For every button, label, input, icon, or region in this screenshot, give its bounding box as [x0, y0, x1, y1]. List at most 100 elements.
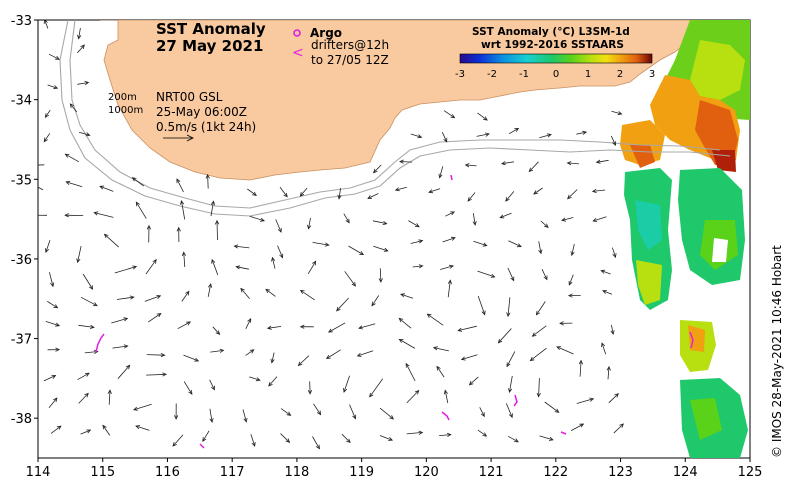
current-arrow: [570, 423, 585, 431]
current-arrow: [307, 260, 317, 275]
current-arrow: [76, 246, 82, 264]
current-arrow: [210, 200, 216, 217]
current-arrow: [181, 251, 187, 268]
current-arrow: [506, 297, 511, 318]
current-arrow: [77, 372, 90, 381]
current-arrow: [242, 409, 248, 423]
drifter-marker-icon: <: [292, 45, 304, 61]
current-arrow: [202, 430, 210, 442]
current-arrow: [50, 425, 62, 434]
current-arrow: [428, 188, 441, 194]
current-arrow: [406, 430, 424, 435]
current-arrow: [47, 301, 59, 309]
current-arrow: [367, 193, 379, 199]
current-vectors: [38, 20, 624, 450]
current-arrow: [144, 295, 162, 302]
current-arrow: [111, 317, 129, 324]
current-arrow: [369, 378, 384, 398]
current-arrow: [477, 112, 488, 121]
current-arrow: [472, 213, 477, 226]
current-arrow: [540, 220, 549, 229]
current-arrow: [468, 376, 479, 386]
current-arrow: [535, 301, 546, 316]
current-arrow: [233, 244, 250, 249]
current-arrow: [442, 236, 456, 243]
colorbar-tick-label: 1: [585, 69, 591, 80]
current-arrow: [505, 403, 513, 419]
current-arrow: [344, 271, 356, 287]
drifters-time: to 27/05 12Z: [311, 53, 389, 67]
current-arrow: [245, 349, 255, 356]
argo-marker-icon: [293, 29, 301, 37]
current-arrow: [601, 342, 607, 355]
current-arrow: [473, 240, 488, 247]
current-arrow: [146, 372, 168, 377]
y-axis: -33 -34 -35 -36 -37 -38: [11, 14, 38, 427]
current-arrow: [443, 110, 456, 119]
colorbar-title-2: wrt 1992-2016 SSTAARS: [481, 39, 624, 51]
current-arrow: [610, 324, 615, 336]
current-arrow: [567, 189, 578, 200]
current-arrow: [476, 132, 490, 137]
x-tick-label: 114: [26, 465, 51, 480]
current-arrow: [114, 265, 138, 274]
credit-text: © IMOS 28-May-2021 10:46 Hobart: [770, 245, 784, 458]
current-arrow: [240, 287, 250, 299]
current-arrow: [235, 265, 249, 270]
current-arrow: [576, 130, 588, 135]
current-arrow: [479, 407, 485, 418]
current-arrow: [312, 242, 330, 247]
current-arrow: [64, 153, 79, 163]
current-arrow: [559, 321, 573, 326]
current-arrow: [277, 245, 284, 259]
current-arrow: [606, 365, 611, 380]
current-arrow: [47, 84, 59, 90]
current-arrow: [602, 290, 613, 295]
title-line2: 27 May 2021: [156, 37, 263, 55]
current-arrow: [447, 279, 452, 298]
current-arrow: [399, 159, 413, 164]
x-tick-label: 117: [220, 465, 245, 480]
current-arrow: [436, 365, 445, 378]
current-arrow: [539, 133, 552, 139]
colorbar-ticks: -3 -2 -1 0 1 2 3: [455, 69, 655, 80]
current-arrow: [275, 219, 282, 233]
current-arrow: [358, 323, 376, 330]
current-arrow: [410, 239, 424, 244]
current-arrow: [271, 256, 276, 269]
current-arrow: [131, 177, 144, 187]
currents-time: 25-May 06:00Z: [156, 105, 247, 119]
colorbar: [459, 53, 653, 64]
currents-scale: 0.5m/s (1kt 24h): [156, 120, 256, 134]
current-arrow: [250, 434, 256, 447]
y-tick-label: -37: [11, 333, 32, 348]
current-arrow: [328, 322, 346, 333]
current-arrow: [405, 362, 416, 382]
current-arrow: [406, 389, 420, 404]
current-arrow: [268, 376, 278, 387]
current-arrow: [133, 403, 152, 411]
current-arrow: [210, 348, 225, 353]
drifter-tracks: [95, 174, 694, 449]
current-arrow: [349, 404, 357, 420]
current-arrow: [280, 433, 291, 443]
x-tick-label: 115: [90, 465, 115, 480]
y-tick-label: -35: [11, 173, 32, 188]
current-arrow: [410, 133, 423, 139]
current-arrow: [477, 295, 486, 316]
current-arrow: [400, 293, 414, 299]
current-arrow: [117, 364, 131, 379]
current-arrow: [372, 220, 388, 226]
current-arrow: [43, 20, 49, 29]
current-arrow: [43, 133, 51, 143]
colorbar-tick-label: 2: [617, 69, 623, 80]
x-tick-label: 122: [543, 465, 568, 480]
x-tick-label: 116: [155, 465, 180, 480]
current-arrow: [608, 393, 619, 404]
current-arrow: [337, 188, 342, 200]
y-tick-label: -36: [11, 253, 32, 268]
current-arrow: [501, 161, 514, 166]
current-arrow: [207, 283, 213, 297]
current-arrow: [497, 328, 512, 344]
